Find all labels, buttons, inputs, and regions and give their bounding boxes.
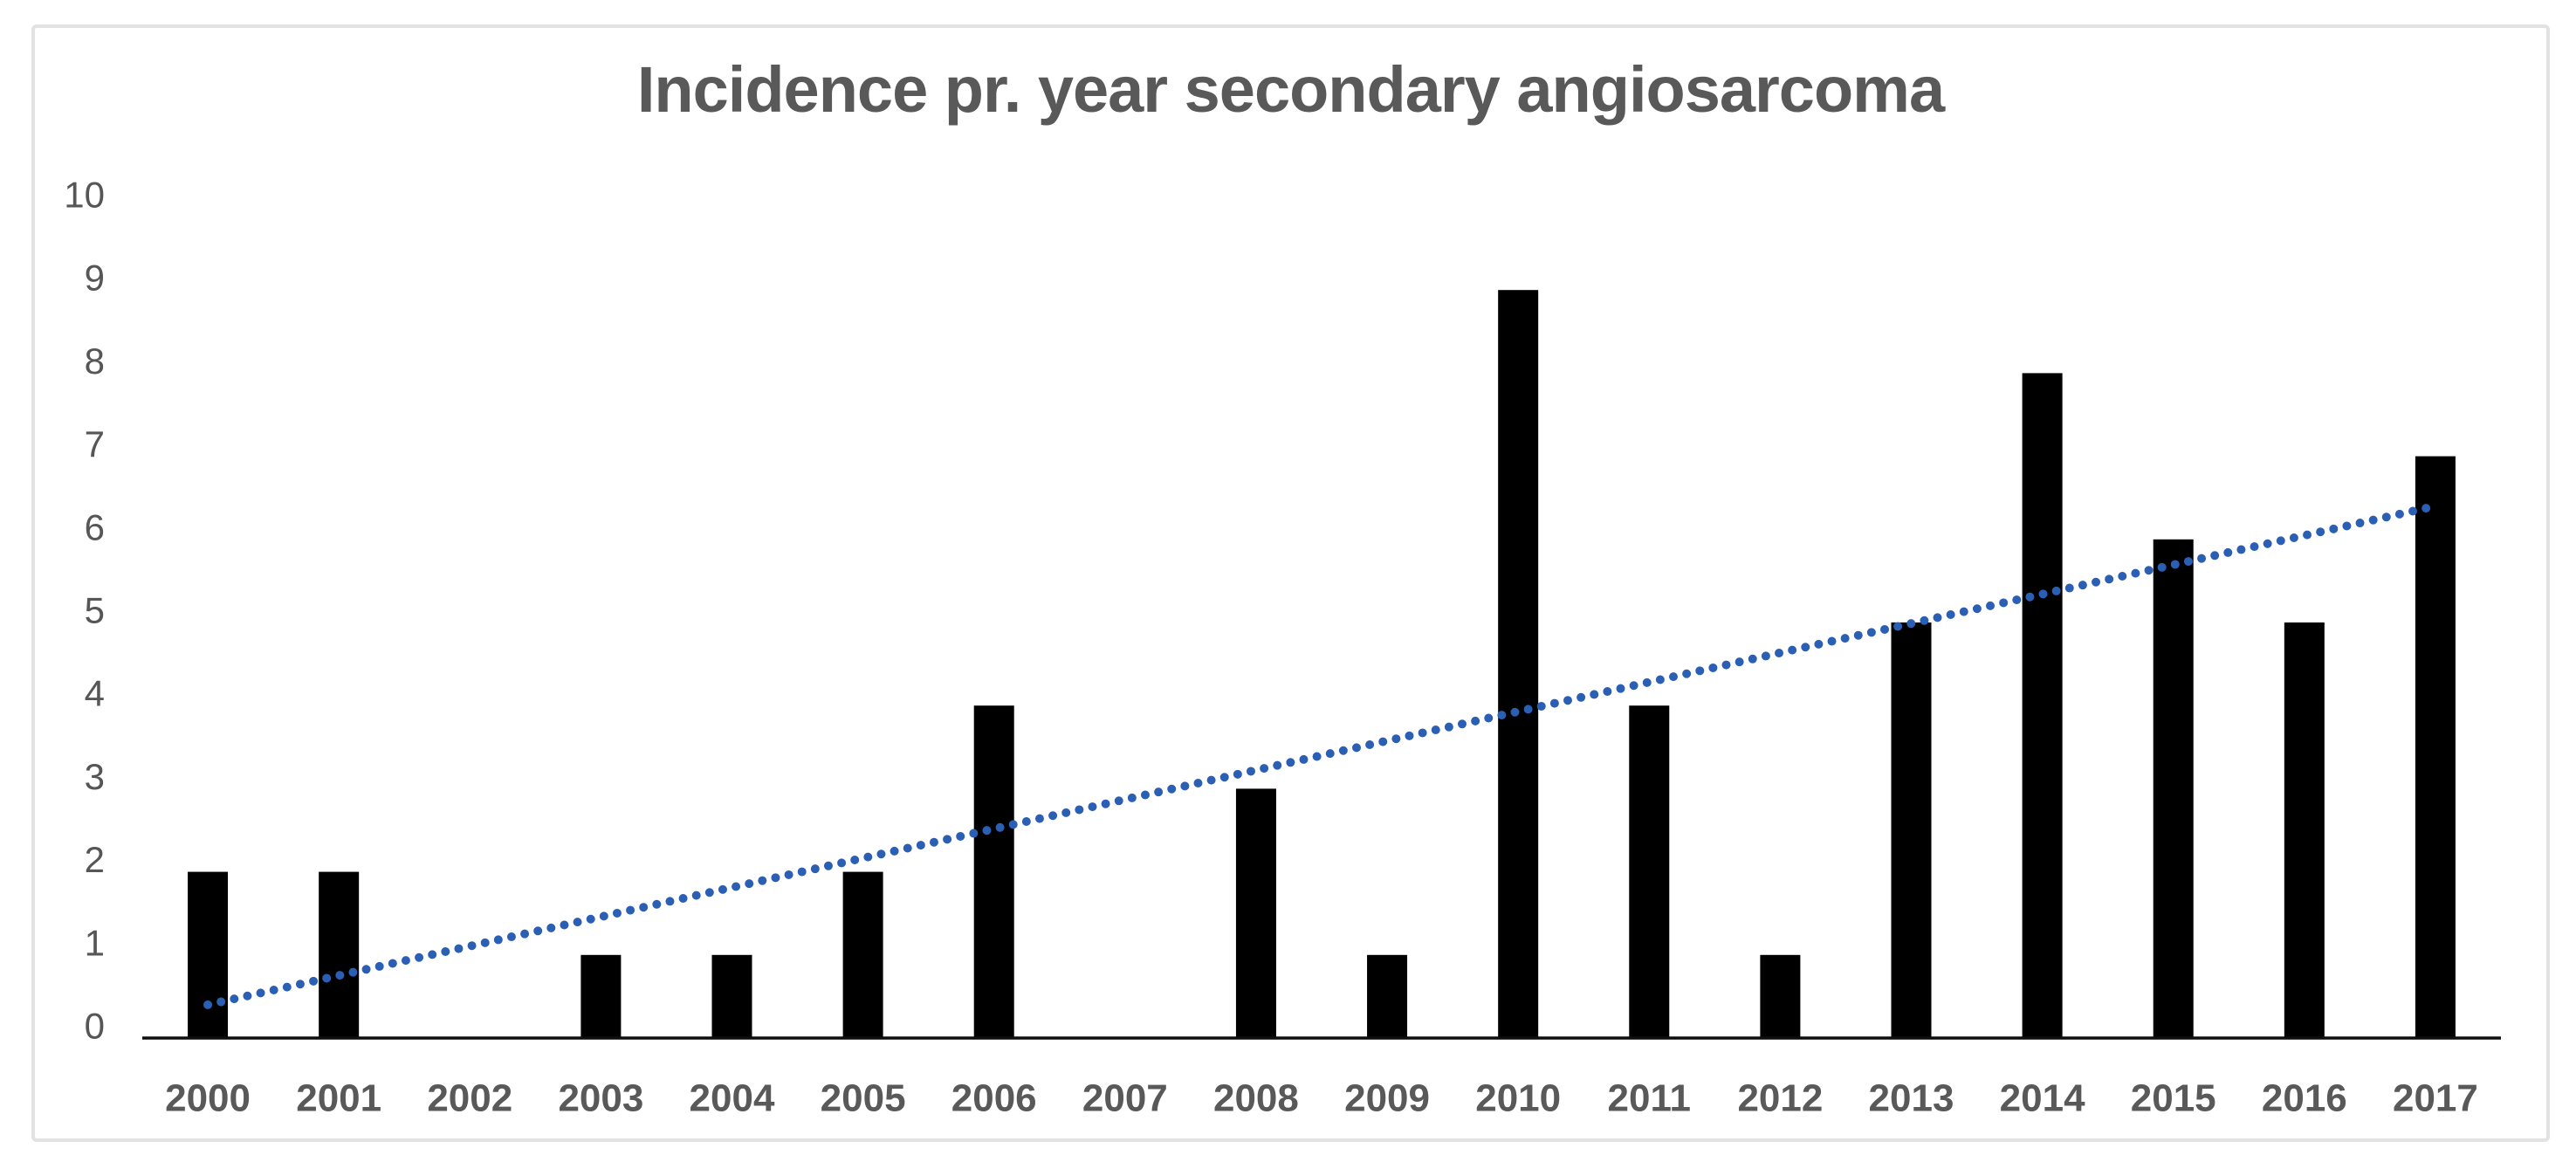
chart-frame — [31, 24, 2550, 1142]
chart-title: Incidence pr. year secondary angiosarcom… — [636, 53, 1945, 126]
